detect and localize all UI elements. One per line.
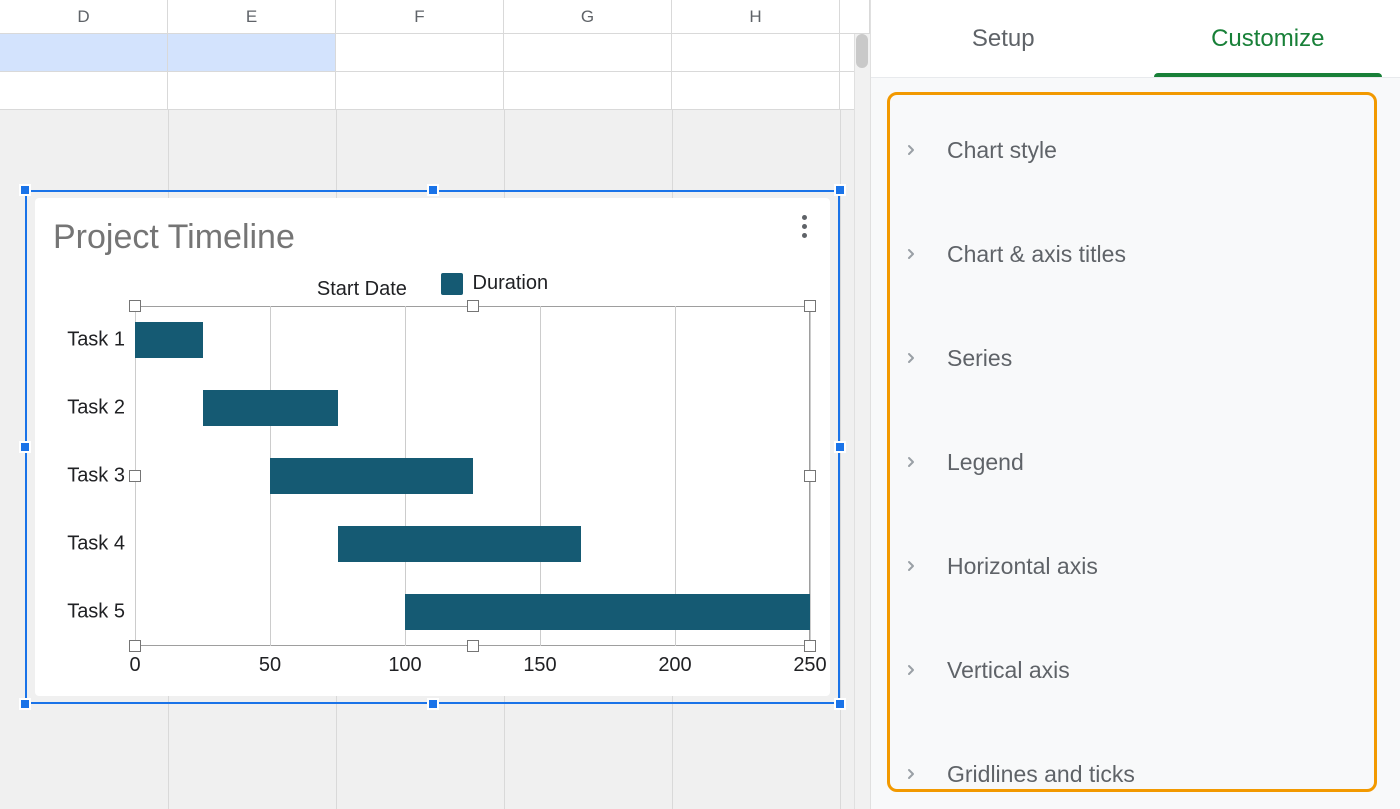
x-axis-tick-label: 250: [793, 654, 826, 677]
sheet-row-selected[interactable]: [0, 34, 870, 72]
accordion-section[interactable]: Horizontal axis: [897, 514, 1374, 618]
y-axis-category-label: Task 1: [67, 329, 125, 352]
cell[interactable]: [504, 72, 672, 109]
chevron-right-icon: [897, 240, 925, 268]
legend-item[interactable]: Start Date: [317, 278, 407, 301]
accordion-section[interactable]: Vertical axis: [897, 618, 1374, 722]
tab-setup[interactable]: Setup: [871, 0, 1136, 77]
gantt-bar[interactable]: [203, 390, 338, 426]
accordion-section[interactable]: Gridlines and ticks: [897, 722, 1374, 809]
chart-title[interactable]: Project Timeline: [53, 218, 295, 257]
column-header[interactable]: H: [672, 0, 840, 33]
spreadsheet-canvas[interactable]: D E F G H: [0, 0, 870, 809]
y-axis-category-label: Task 5: [67, 601, 125, 624]
column-header[interactable]: G: [504, 0, 672, 33]
chart-plot-area[interactable]: 050100150200250Task 1Task 2Task 3Task 4T…: [135, 306, 810, 646]
plot-handle-bottom-mid[interactable]: [467, 640, 479, 652]
plot-handle-top-mid[interactable]: [467, 300, 479, 312]
column-header[interactable]: D: [0, 0, 168, 33]
chevron-right-icon: [897, 552, 925, 580]
cell[interactable]: [168, 72, 336, 109]
chart-more-menu-icon[interactable]: [792, 214, 816, 238]
cell[interactable]: [0, 34, 168, 71]
resize-handle-top-right[interactable]: [834, 184, 846, 196]
chart-legend[interactable]: Start Date Duration: [35, 272, 830, 301]
legend-label: Start Date: [317, 278, 407, 301]
legend-item[interactable]: Duration: [441, 272, 549, 295]
legend-label: Duration: [473, 272, 549, 295]
gantt-bar[interactable]: [270, 458, 473, 494]
chevron-right-icon: [897, 656, 925, 684]
resize-handle-top-mid[interactable]: [427, 184, 439, 196]
plot-handle-mid-right[interactable]: [804, 470, 816, 482]
tab-customize[interactable]: Customize: [1136, 0, 1400, 77]
vertical-scrollbar-thumb[interactable]: [856, 34, 868, 68]
cell[interactable]: [672, 34, 840, 71]
vertical-scrollbar-track[interactable]: [854, 34, 870, 809]
accordion-section-label: Chart style: [947, 137, 1057, 164]
accordion-section-label: Gridlines and ticks: [947, 761, 1135, 788]
column-header-row: D E F G H: [0, 0, 870, 34]
cell[interactable]: [336, 72, 504, 109]
customize-accordion: Chart style Chart & axis titles Series Lege…: [897, 98, 1374, 809]
resize-handle-bottom-left[interactable]: [19, 698, 31, 710]
cell[interactable]: [168, 34, 336, 71]
x-axis-tick-label: 50: [259, 654, 281, 677]
cell[interactable]: [336, 34, 504, 71]
gantt-bar[interactable]: [338, 526, 581, 562]
plot-handle-mid-left[interactable]: [129, 470, 141, 482]
cell[interactable]: [0, 72, 168, 109]
plot-handle-top-right[interactable]: [804, 300, 816, 312]
resize-handle-bottom-mid[interactable]: [427, 698, 439, 710]
gantt-bar[interactable]: [405, 594, 810, 630]
plot-handle-top-left[interactable]: [129, 300, 141, 312]
y-axis-category-label: Task 3: [67, 465, 125, 488]
chevron-right-icon: [897, 760, 925, 788]
chevron-right-icon: [897, 344, 925, 372]
legend-swatch-icon: [441, 273, 463, 295]
column-header[interactable]: F: [336, 0, 504, 33]
column-header[interactable]: [840, 0, 870, 33]
chart-card[interactable]: Project Timeline Start Date Duration: [35, 198, 830, 696]
panel-tabs: Setup Customize: [871, 0, 1400, 78]
x-axis-tick-label: 150: [523, 654, 556, 677]
cell[interactable]: [672, 72, 840, 109]
y-axis-category-label: Task 2: [67, 397, 125, 420]
chevron-right-icon: [897, 136, 925, 164]
accordion-section[interactable]: Legend: [897, 410, 1374, 514]
accordion-section[interactable]: Series: [897, 306, 1374, 410]
cell[interactable]: [504, 34, 672, 71]
column-header[interactable]: E: [168, 0, 336, 33]
resize-handle-top-left[interactable]: [19, 184, 31, 196]
chart-editor-panel: Setup Customize Chart style Chart & axis …: [870, 0, 1400, 809]
resize-handle-mid-left[interactable]: [19, 441, 31, 453]
x-axis-tick-label: 0: [129, 654, 140, 677]
accordion-section[interactable]: Chart & axis titles: [897, 202, 1374, 306]
x-axis-tick-label: 200: [658, 654, 691, 677]
accordion-section-label: Horizontal axis: [947, 553, 1098, 580]
accordion-section-label: Legend: [947, 449, 1024, 476]
accordion-section-label: Chart & axis titles: [947, 241, 1126, 268]
accordion-section[interactable]: Chart style: [897, 98, 1374, 202]
resize-handle-mid-right[interactable]: [834, 441, 846, 453]
y-axis-category-label: Task 4: [67, 533, 125, 556]
plot-handle-bottom-right[interactable]: [804, 640, 816, 652]
customize-panel-body: Chart style Chart & axis titles Series Lege…: [871, 78, 1400, 809]
resize-handle-bottom-right[interactable]: [834, 698, 846, 710]
tab-label: Customize: [1211, 25, 1324, 53]
plot-handle-bottom-left[interactable]: [129, 640, 141, 652]
gantt-bar[interactable]: [135, 322, 203, 358]
chart-object[interactable]: Project Timeline Start Date Duration: [25, 190, 840, 704]
sheet-row[interactable]: [0, 72, 870, 110]
accordion-section-label: Series: [947, 345, 1012, 372]
accordion-section-label: Vertical axis: [947, 657, 1070, 684]
x-axis-tick-label: 100: [388, 654, 421, 677]
tab-label: Setup: [972, 25, 1035, 53]
chevron-right-icon: [897, 448, 925, 476]
